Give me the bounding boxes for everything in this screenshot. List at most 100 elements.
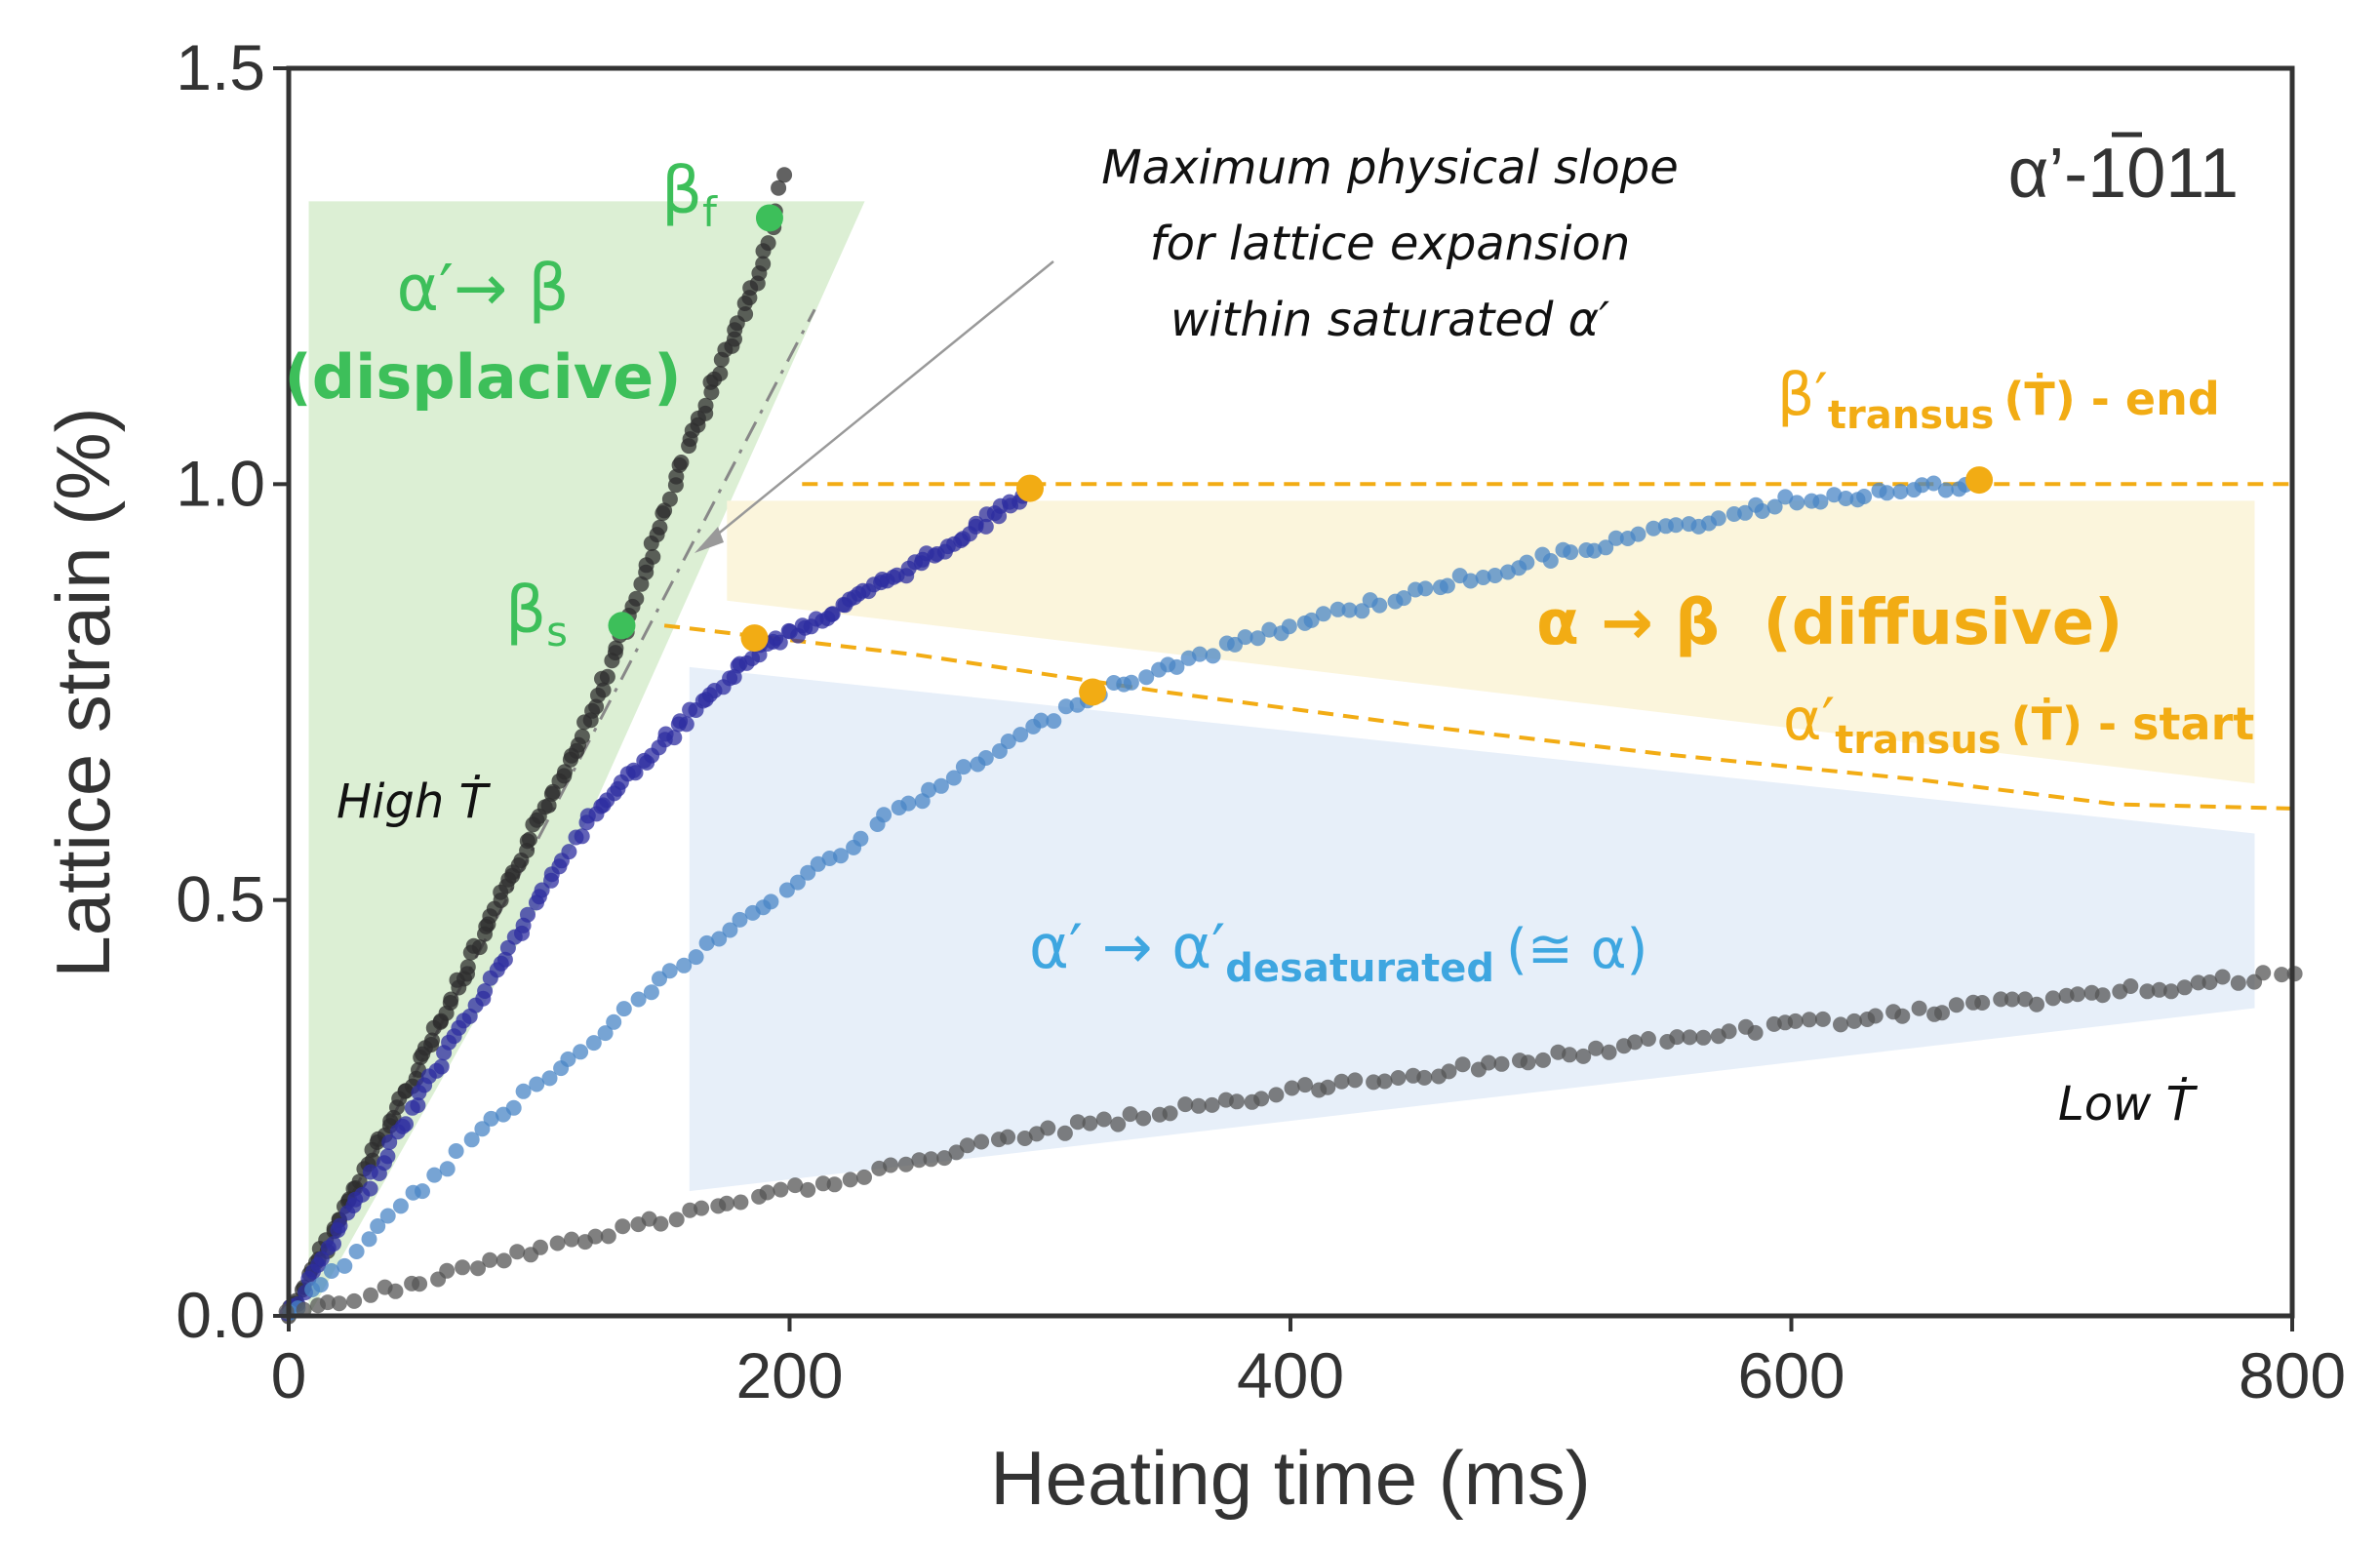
series-3-point: [763, 894, 779, 910]
series-4-point: [600, 1228, 616, 1245]
x-tick-label: 400: [1237, 1339, 1344, 1411]
series-4-point: [759, 1184, 775, 1201]
series-4-point: [1441, 1063, 1457, 1080]
series-3-point: [448, 1143, 464, 1159]
series-4-point: [1040, 1120, 1056, 1136]
series-1-point: [755, 256, 772, 272]
series-4-point: [2151, 981, 2167, 998]
series-4-point: [1640, 1031, 1656, 1047]
series-3-point: [597, 1025, 614, 1042]
series-4-point: [1562, 1047, 1578, 1063]
series-3-point: [1856, 489, 1873, 504]
series-4-point: [842, 1172, 858, 1188]
series-4-point: [1190, 1097, 1207, 1114]
series-3-point: [573, 1044, 589, 1060]
series-4-point: [1695, 1029, 1712, 1046]
series-4-point: [1122, 1106, 1138, 1123]
series-4-point: [2122, 978, 2139, 994]
max-slope-line3: within saturated α′: [1170, 293, 1609, 347]
beta-s-label: βs: [505, 573, 568, 655]
series-1-point: [599, 668, 615, 685]
alpha-transus-tail: (Ṫ) - start: [2011, 697, 2255, 750]
series-3-point: [483, 1110, 499, 1127]
series-4-point: [1911, 1000, 1927, 1016]
series-2-point: [477, 983, 494, 999]
series-4-point: [2070, 986, 2085, 1003]
x-tick-label: 600: [1737, 1339, 1844, 1411]
series-2-point: [977, 518, 994, 535]
series-4-point: [1162, 1105, 1178, 1122]
y-axis-title: Lattice strain (%): [40, 407, 126, 977]
series-3-point: [312, 1277, 329, 1293]
marker-point-4: [1965, 466, 1994, 495]
series-2-point: [332, 1217, 348, 1234]
series-4-point: [1253, 1091, 1270, 1107]
series-4-point: [1721, 1023, 1737, 1040]
series-1-point: [697, 397, 714, 414]
series-4-point: [1229, 1093, 1245, 1110]
series-4-point: [1846, 1013, 1862, 1029]
series-4-point: [923, 1151, 939, 1168]
series-4-point: [1520, 1054, 1536, 1071]
series-1-point: [557, 764, 573, 780]
beta-f-main: β: [661, 153, 702, 228]
series-4-point: [897, 1156, 914, 1172]
series-4-point: [1974, 995, 1991, 1011]
series-4-point: [2190, 974, 2206, 991]
region-3: [689, 666, 2255, 1192]
series-1-point: [628, 590, 645, 607]
series-2-point: [666, 730, 683, 746]
series-4-point: [319, 1294, 336, 1311]
series-3-point: [1354, 603, 1370, 619]
series-3-point: [789, 874, 806, 891]
series-4-point: [911, 1152, 928, 1169]
series-2-point: [362, 1180, 378, 1197]
series-3-point: [529, 1076, 545, 1092]
y-tick-label: 0.0: [176, 1279, 265, 1351]
series-3-point: [778, 882, 795, 898]
series-4-point: [1416, 1069, 1433, 1086]
series-4-point: [1787, 1013, 1804, 1029]
series-3-point: [1937, 482, 1954, 498]
marker-point-5: [740, 624, 769, 653]
series-1-point: [776, 167, 793, 183]
beta-transus-label: β′transus (Ṫ) - end: [1777, 361, 2220, 438]
beta-f-label: βf: [661, 153, 718, 236]
series-4-point: [1481, 1054, 1497, 1071]
series-3-point: [1046, 713, 1062, 730]
series-3-point: [1303, 612, 1320, 628]
series-4-point: [1934, 1005, 1950, 1021]
series-3-point: [1607, 530, 1624, 546]
marker-point-3: [1015, 474, 1044, 502]
series-4-point: [363, 1287, 378, 1303]
series-3-point: [1261, 621, 1278, 638]
series-4-point: [2214, 969, 2231, 985]
series-3-point: [1914, 477, 1930, 494]
series-3-point: [1396, 590, 1412, 607]
series-3-point: [541, 1070, 558, 1087]
series-4-point: [800, 1181, 816, 1198]
high-rate-label: High Ṫ: [337, 774, 492, 829]
series-4-point: [1948, 997, 1964, 1013]
series-3-point: [1000, 734, 1016, 749]
series-4-point: [959, 1137, 975, 1154]
series-1-point: [661, 491, 678, 507]
series-3-point: [722, 922, 738, 938]
series-2-point: [496, 951, 513, 968]
series-1-point: [459, 959, 476, 975]
series-4-point: [1682, 1029, 1698, 1046]
series-3-point: [1737, 504, 1754, 521]
series-4-point: [533, 1239, 548, 1255]
series-4-point: [1347, 1072, 1364, 1089]
series-3-point: [1250, 630, 1266, 647]
region-2: [727, 500, 2255, 784]
series-3-point: [1838, 491, 1854, 506]
desaturated-label: α′ → α′desaturated (≅ α): [1029, 911, 1647, 991]
series-3-point: [1630, 526, 1646, 542]
curve-2: [663, 623, 2293, 811]
y-tick-label: 1.0: [176, 447, 265, 519]
series-3-point: [392, 1198, 409, 1214]
x-tick-label: 800: [2239, 1339, 2346, 1411]
series-4-point: [387, 1283, 404, 1299]
